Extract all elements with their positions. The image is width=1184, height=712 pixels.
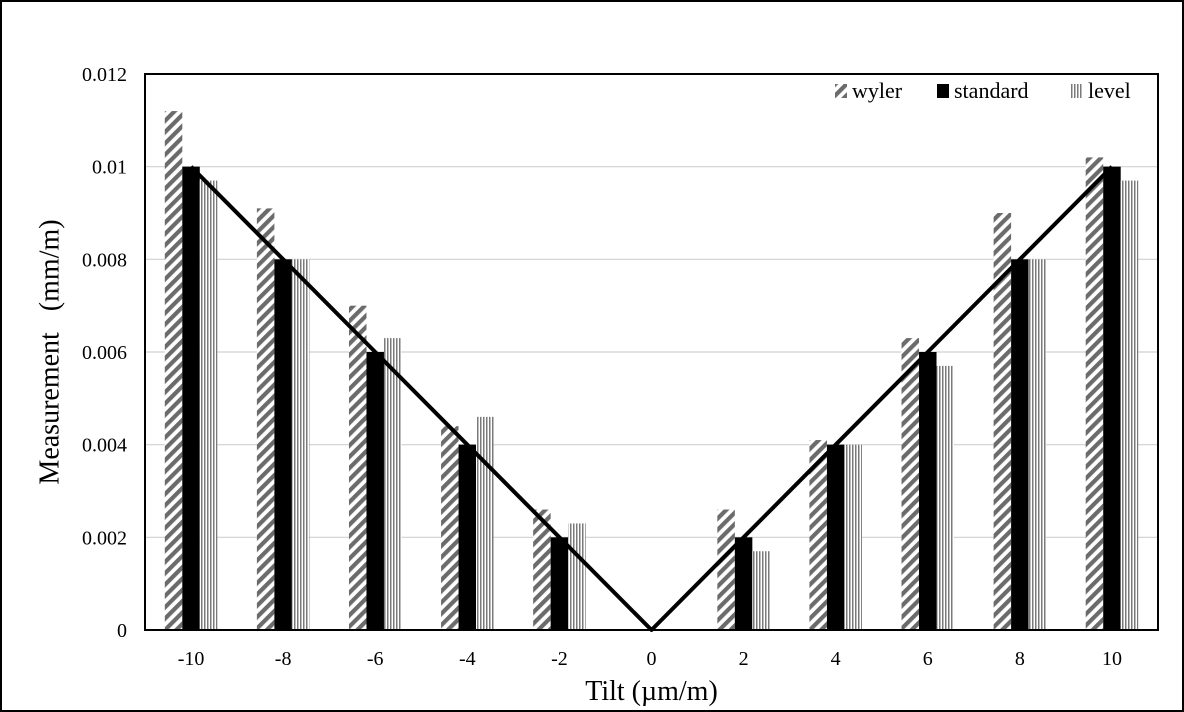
bar-level <box>383 338 402 630</box>
y-tick-label: 0.012 <box>82 64 127 86</box>
bar-series-wyler <box>164 111 1104 631</box>
reference-line-group <box>189 165 1114 632</box>
bar-level <box>291 259 310 630</box>
y-axis-title: Measurement (mm/m) <box>34 219 65 484</box>
legend-swatch-standard <box>937 84 949 98</box>
y-axis-tick-labels: 0 0.002 0.004 0.006 0.008 0.01 0.012 <box>82 64 127 642</box>
bar-wyler <box>901 338 920 630</box>
bar-level <box>1120 180 1139 631</box>
x-tick-label: 2 <box>739 648 749 670</box>
legend: wyler standard level <box>835 78 1131 103</box>
bar-series-group <box>164 111 1139 631</box>
x-tick-label: -10 <box>178 648 205 670</box>
x-tick-label: -8 <box>275 648 292 670</box>
bar-standard <box>274 259 292 630</box>
bar-level <box>476 416 494 630</box>
bar-series-standard <box>182 166 1121 630</box>
x-tick-label: 0 <box>647 648 657 670</box>
bar-wyler <box>256 208 275 630</box>
legend-label-standard: standard <box>954 78 1029 103</box>
legend-item-wyler: wyler <box>835 78 903 103</box>
bar-standard <box>550 537 569 630</box>
bar-level <box>752 551 770 630</box>
x-tick-label: 10 <box>1102 648 1122 670</box>
bar-standard <box>366 352 384 630</box>
legend-label-level: level <box>1088 78 1131 103</box>
bar-standard <box>1011 259 1029 630</box>
bar-level <box>844 444 862 630</box>
x-axis-tick-labels: -10 -8 -6 -4 -2 0 2 4 6 8 10 <box>178 648 1122 670</box>
x-tick-label: -4 <box>459 648 476 670</box>
y-tick-label: 0.004 <box>82 435 127 457</box>
reference-line <box>189 165 1114 632</box>
bar-wyler <box>164 111 183 631</box>
bar-wyler <box>717 509 735 630</box>
x-tick-label: -6 <box>367 648 384 670</box>
bar-series-level <box>199 180 1139 631</box>
bar-level <box>1028 259 1047 630</box>
bar-wyler <box>441 426 459 630</box>
y-tick-label: 0 <box>117 620 127 642</box>
legend-item-level: level <box>1071 78 1131 103</box>
x-tick-label: 6 <box>923 648 933 670</box>
bar-standard <box>826 444 845 630</box>
x-tick-label: -2 <box>551 648 568 670</box>
bar-level <box>568 523 586 630</box>
bar-wyler <box>533 509 551 630</box>
plot-area-border <box>144 73 1159 631</box>
bar-wyler <box>1085 157 1104 630</box>
legend-label-wyler: wyler <box>852 78 903 103</box>
bar-wyler <box>993 213 1012 630</box>
bar-level <box>199 180 218 631</box>
bar-wyler <box>809 440 827 630</box>
legend-swatch-level <box>1071 84 1083 98</box>
bar-standard <box>1103 166 1121 630</box>
x-axis-title: Tilt (µm/m) <box>585 676 718 707</box>
bar-level <box>936 365 955 630</box>
legend-item-standard: standard <box>937 78 1029 103</box>
bar-wyler <box>348 305 367 630</box>
bar-standard <box>734 537 753 630</box>
y-tick-label: 0.01 <box>92 157 127 179</box>
x-tick-label: 4 <box>831 648 841 670</box>
x-tick-label: 8 <box>1015 648 1025 670</box>
legend-swatch-wyler <box>835 84 847 98</box>
bar-standard <box>919 352 937 630</box>
y-tick-label: 0.008 <box>82 249 127 271</box>
y-tick-label: 0.006 <box>82 342 127 364</box>
bar-standard <box>458 444 477 630</box>
bar-standard <box>182 166 200 630</box>
y-tick-label: 0.002 <box>82 527 127 549</box>
